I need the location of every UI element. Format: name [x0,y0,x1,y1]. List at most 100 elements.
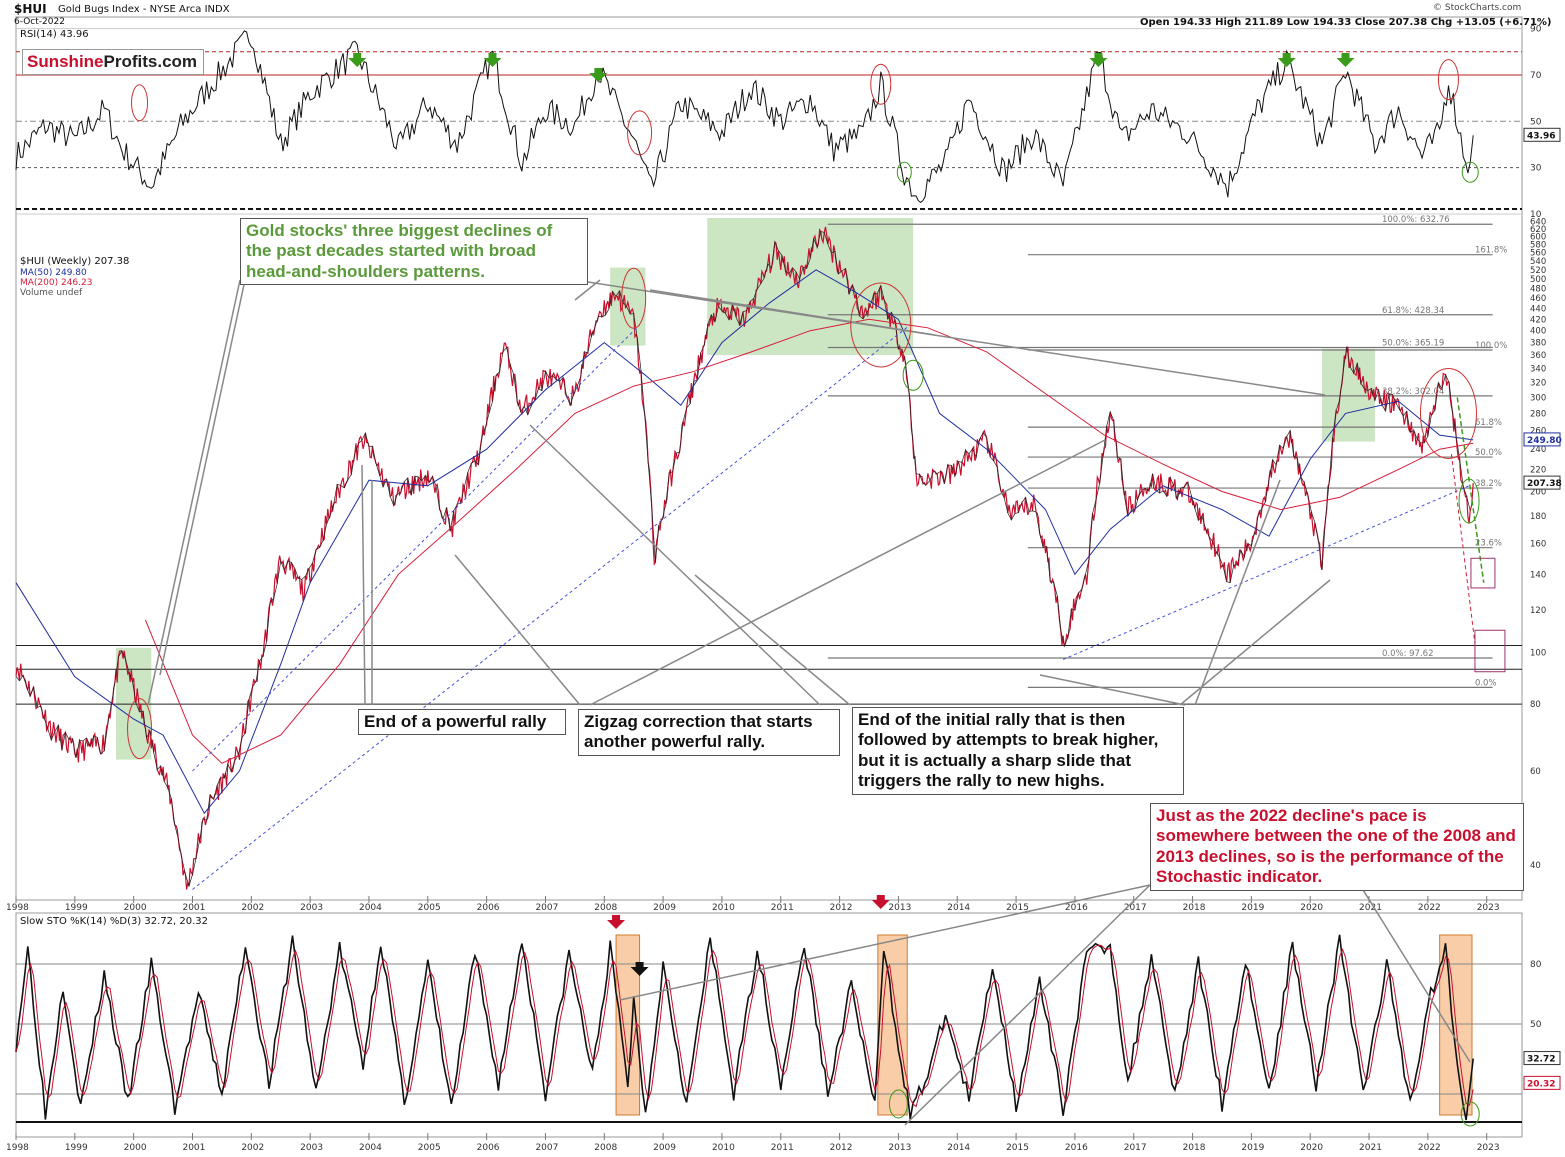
year-label: 1999 [65,903,88,913]
stoch-tick-label: 50 [1530,1020,1542,1030]
ma50-last-value: 249.80 [1527,436,1562,446]
price-tick-label: 380 [1530,339,1546,349]
price-tick-label: 60 [1530,767,1541,777]
year-label: 2007 [535,903,558,913]
year-label: 2002 [241,903,264,913]
year-label-bottom: 1999 [65,1143,88,1153]
price-tick-label: 600 [1530,233,1546,243]
ma50-line [15,269,1474,815]
price-tick-label: 240 [1530,445,1546,455]
price-tick-label: 460 [1530,294,1546,304]
close-last-value: 207.38 [1527,479,1562,489]
price-legend-hui: $HUI (Weekly) 207.38 [20,256,130,267]
callout-pointer-10 [1194,479,1281,706]
year-label: 2009 [653,903,676,913]
year-label-bottom: 2019 [1241,1143,1264,1153]
year-label-bottom: 1998 [6,1143,29,1153]
callout-pointer-17 [649,289,936,336]
callout-pointer-2 [147,279,241,706]
highlight-boxes [116,218,1473,1116]
highlight-circle-6 [1458,478,1480,524]
highlight-circle-14 [1460,1101,1480,1127]
price-tick-label: 540 [1530,257,1546,267]
ma50-last-value-box [1523,432,1561,447]
price-tick-label: 400 [1530,327,1546,337]
year-label-bottom: 2013 [888,1143,911,1153]
year-label-bottom: 2000 [124,1143,147,1153]
stoch-black-arrow [630,962,649,976]
price-tick-label: 280 [1530,409,1546,419]
fib-label: 38.2% [1475,479,1502,489]
grid-lines [15,28,1522,1140]
price-tick-label: 340 [1530,364,1546,374]
year-label-bottom: 2003 [300,1143,323,1153]
pattern-box-3 [707,218,914,356]
symbol-label: $HUI [14,2,47,16]
callout-pointer-5 [454,554,581,706]
callout-pointer-12 [619,884,1151,1001]
year-label-bottom: 2009 [653,1143,676,1153]
price-tick-label: 620 [1530,225,1546,235]
callout-pointer-13 [904,884,1151,1126]
stoch-d-last-value-box [1523,1075,1561,1090]
hs-note: Gold stocks' three biggest declines of t… [240,218,588,286]
fib-label: 100.0% [1475,341,1507,351]
symbol-name: Gold Bugs Index - NYSE Arca INDX [58,4,230,15]
year-label-bottom: 2011 [771,1143,794,1153]
callout-pointer-11 [1039,674,1186,706]
year-label-bottom: 2012 [830,1143,853,1153]
year-label-bottom: 2018 [1183,1143,1206,1153]
price-tick-label: 320 [1530,378,1546,388]
rsi-green-arrow-6 [1336,53,1355,67]
target-zone-2 [1474,629,1506,673]
fib-label: 61.8% [1475,418,1502,428]
fib-label: 0.0% [1475,678,1497,688]
ma200-line [144,318,1474,764]
callout-pointer-1 [159,279,246,676]
fib-label: 61.8%: 428.34 [1382,306,1444,316]
price-legend-ma200: MA(200) 246.23 [20,278,93,288]
year-label: 2011 [771,903,794,913]
year-label-bottom: 2017 [1124,1143,1147,1153]
fib-label: 50.0% [1475,448,1502,458]
pattern-box-2 [610,267,646,346]
price-tick-label: 640 [1530,218,1546,228]
year-label: 2017 [1124,903,1147,913]
hui-price-overlay [15,231,1471,888]
year-label-bottom: 2020 [1300,1143,1323,1153]
callout-pointer-3 [361,464,366,706]
year-label-bottom: 2004 [359,1143,382,1153]
year-label-bottom: 2001 [182,1143,205,1153]
callout-pointer-9 [1179,579,1331,706]
stoch-d-last-value: 20.32 [1527,1079,1555,1089]
price-tick-label: 140 [1530,570,1546,580]
callout-pointer-7 [529,424,821,706]
ohlc-readout: Open 194.33 High 211.89 Low 194.33 Close… [1140,17,1552,28]
price-tick-label: 440 [1530,305,1546,315]
year-label: 2003 [300,903,323,913]
rsi-tick-label: 90 [1530,25,1542,35]
price-legend-ma50: MA(50) 249.80 [20,268,87,278]
stoch-red-arrow-2 [871,895,890,909]
fib-label: 38.2%: 302.04 [1382,387,1444,397]
year-label: 1998 [6,903,29,913]
price-tick-label: 260 [1530,427,1546,437]
initial-rally-note: End of the initial rally that is then fo… [852,707,1184,795]
price-tick-label: 80 [1530,700,1541,710]
year-label-bottom: 2007 [535,1143,558,1153]
price-tick-label: 500 [1530,275,1546,285]
year-label-bottom: 2016 [1065,1143,1088,1153]
year-label: 2014 [947,903,970,913]
year-label: 2023 [1477,903,1500,913]
highlight-circle-9 [870,63,892,105]
year-label: 2020 [1300,903,1323,913]
year-label: 2019 [1241,903,1264,913]
fib-label: 161.8% [1475,246,1507,256]
price-tick-label: 480 [1530,284,1546,294]
rsi-tick-label: 50 [1530,117,1542,127]
year-label-bottom: 2010 [712,1143,735,1153]
year-label-bottom: 2006 [477,1143,500,1153]
highlight-circle-3 [850,282,912,368]
price-tick-label: 580 [1530,240,1546,250]
